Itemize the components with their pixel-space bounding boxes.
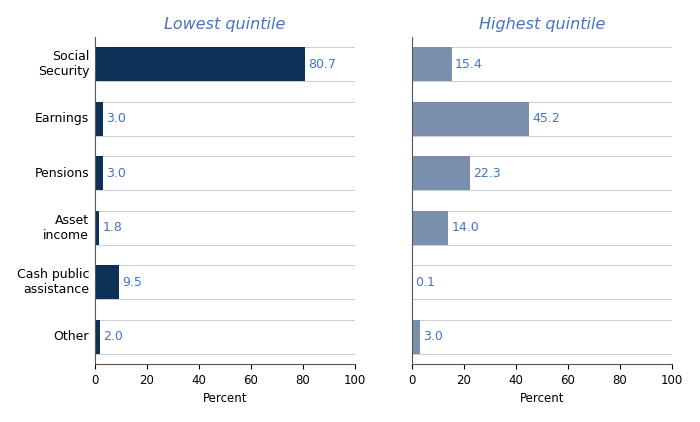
Bar bbox=[412, 320, 672, 354]
Bar bbox=[412, 47, 672, 81]
Text: 9.5: 9.5 bbox=[122, 276, 143, 289]
Bar bbox=[412, 47, 452, 81]
Bar bbox=[94, 211, 99, 245]
Bar bbox=[94, 102, 355, 135]
Bar bbox=[412, 157, 470, 190]
Bar bbox=[412, 211, 448, 245]
Bar bbox=[412, 265, 672, 299]
Bar bbox=[94, 102, 102, 135]
Text: 22.3: 22.3 bbox=[473, 167, 500, 180]
Bar bbox=[94, 47, 305, 81]
X-axis label: Percent: Percent bbox=[519, 392, 564, 406]
Text: 2.0: 2.0 bbox=[103, 330, 123, 344]
Text: 3.0: 3.0 bbox=[423, 330, 442, 344]
Bar bbox=[94, 320, 100, 354]
Text: 15.4: 15.4 bbox=[455, 58, 483, 71]
Bar bbox=[94, 265, 355, 299]
Title: Lowest quintile: Lowest quintile bbox=[164, 16, 286, 32]
Bar bbox=[94, 211, 355, 245]
Text: 14.0: 14.0 bbox=[452, 221, 479, 234]
Bar bbox=[412, 320, 419, 354]
Bar bbox=[412, 102, 672, 135]
Bar bbox=[94, 320, 355, 354]
Title: Highest quintile: Highest quintile bbox=[479, 16, 605, 32]
Text: 1.8: 1.8 bbox=[102, 221, 122, 234]
Bar bbox=[412, 211, 672, 245]
X-axis label: Percent: Percent bbox=[203, 392, 247, 406]
Bar bbox=[94, 157, 355, 190]
Bar bbox=[412, 102, 529, 135]
Text: 0.1: 0.1 bbox=[415, 276, 435, 289]
Bar bbox=[94, 157, 102, 190]
Text: 3.0: 3.0 bbox=[106, 167, 125, 180]
Bar bbox=[94, 47, 355, 81]
Bar bbox=[412, 157, 672, 190]
Bar bbox=[94, 265, 120, 299]
Text: 3.0: 3.0 bbox=[106, 112, 125, 125]
Text: 45.2: 45.2 bbox=[533, 112, 560, 125]
Text: 80.7: 80.7 bbox=[308, 58, 336, 71]
